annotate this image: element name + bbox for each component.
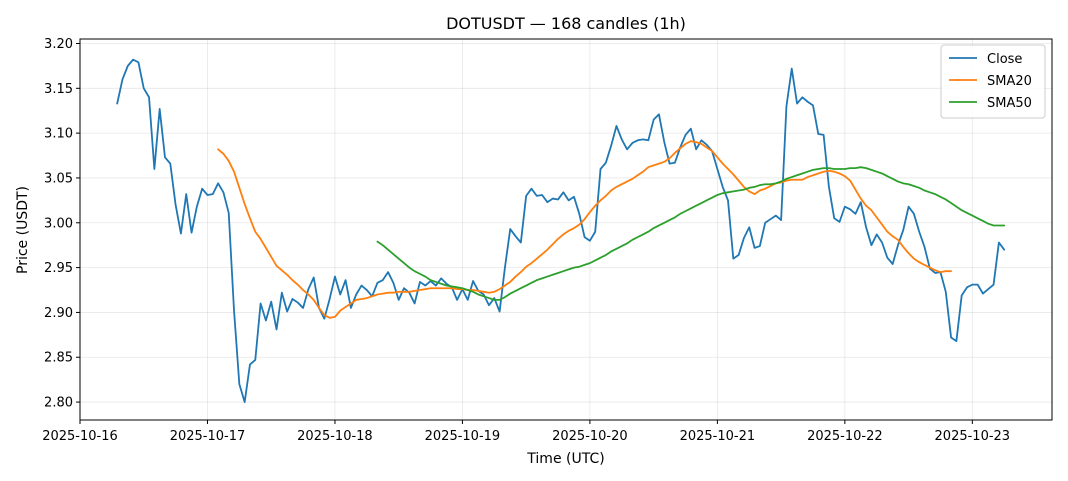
x-tick-label: 2025-10-19: [425, 429, 501, 444]
series-line-sma20: [217, 140, 952, 319]
x-tick-label: 2025-10-20: [552, 429, 628, 444]
legend: Close SMA20 SMA50: [940, 44, 1046, 119]
y-tick-label: 2.95: [44, 261, 73, 276]
y-tick-label: 3.15: [44, 82, 73, 97]
y-tick-label: 2.85: [44, 351, 73, 366]
x-tick-label: 2025-10-21: [680, 429, 756, 444]
series-lines: [116, 58, 1006, 403]
y-tick-label: 3.05: [44, 171, 73, 186]
series-line-sma50: [376, 166, 1006, 301]
y-tick-label: 3.10: [44, 127, 73, 142]
x-axis-title: Time (UTC): [526, 451, 604, 467]
x-tick-label: 2025-10-22: [807, 429, 883, 444]
y-tick-label: 2.80: [44, 396, 73, 411]
legend-label: Close: [987, 52, 1022, 67]
x-tick-label: 2025-10-23: [935, 429, 1011, 444]
chart-title: DOTUSDT — 168 candles (1h): [446, 14, 686, 33]
y-axis: 2.80 2.85 2.90 2.95 3.00 3.05 3.10 3.15 3.20: [44, 37, 80, 411]
x-axis: 2025-10-16 2025-10-17 2025-10-18 2025-10-19…: [42, 420, 1010, 444]
y-axis-title: Price (USDT): [15, 186, 31, 274]
x-tick-label: 2025-10-16: [42, 429, 118, 444]
x-tick-label: 2025-10-17: [170, 429, 246, 444]
x-tick-label: 2025-10-18: [297, 429, 373, 444]
y-tick-label: 2.90: [44, 306, 73, 321]
y-tick-label: 3.00: [44, 216, 73, 231]
grid-lines: [79, 39, 1052, 420]
legend-label: SMA20: [987, 74, 1032, 89]
y-tick-label: 3.20: [44, 37, 73, 52]
legend-box: [940, 44, 1046, 119]
legend-label: SMA50: [987, 96, 1032, 111]
series-line-close: [116, 58, 1006, 403]
plot-frame: [79, 38, 1053, 421]
